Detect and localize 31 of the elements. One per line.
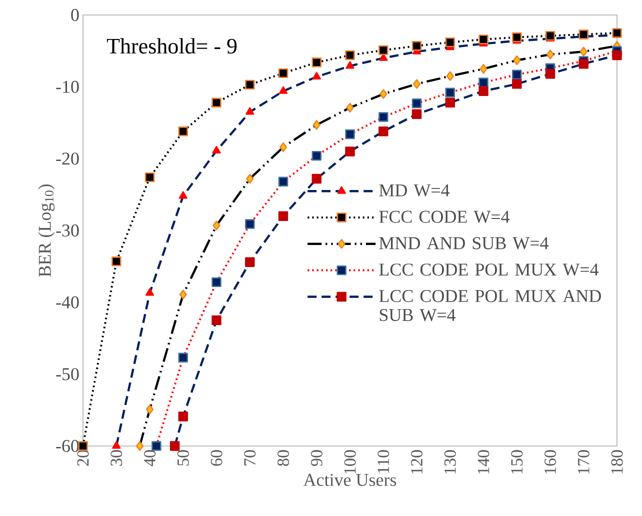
- x-tick-label: 130: [444, 450, 456, 474]
- x-tick-label: 180: [611, 450, 623, 474]
- legend-label: MND AND SUB W=4: [379, 237, 549, 250]
- legend-label: MD W=4: [379, 184, 450, 197]
- y-tick-label: -30: [56, 224, 79, 237]
- x-tick-label: 140: [478, 450, 490, 474]
- x-tick-label: 50: [177, 450, 189, 466]
- legend-label: LCC CODE POL MUX AND SUB W=4: [379, 290, 601, 322]
- y-axis-title: BER (Log$_{10}$): [38, 184, 55, 277]
- x-tick-label: 110: [378, 450, 390, 473]
- annotation: Threshold= - 9: [106, 38, 237, 54]
- legend-label: LCC CODE POL MUX W=4: [379, 264, 599, 276]
- x-tick-label: 160: [544, 450, 556, 474]
- x-tick-label: 30: [110, 450, 122, 466]
- x-tick-label: 20: [77, 450, 89, 466]
- x-tick-label: 70: [244, 450, 256, 466]
- x-tick-label: 150: [511, 450, 523, 474]
- x-tick-label: 170: [578, 450, 590, 474]
- x-tick-label: 120: [411, 450, 422, 474]
- x-tick-label: 80: [278, 450, 289, 466]
- y-tick-label: -10: [56, 80, 79, 93]
- legend-label: FCC CODE W=4: [379, 210, 510, 223]
- y-tick-label: -40: [56, 296, 79, 308]
- x-tick-label: 100: [344, 450, 356, 474]
- x-tick-label: 90: [310, 450, 322, 466]
- y-tick-label: 0: [71, 8, 79, 22]
- y-tick-label: -20: [56, 152, 79, 165]
- x-tick-label: 60: [210, 450, 222, 466]
- x-axis-title: Active Users: [303, 474, 396, 486]
- y-tick-label: -50: [56, 368, 79, 380]
- x-tick-label: 40: [144, 450, 156, 466]
